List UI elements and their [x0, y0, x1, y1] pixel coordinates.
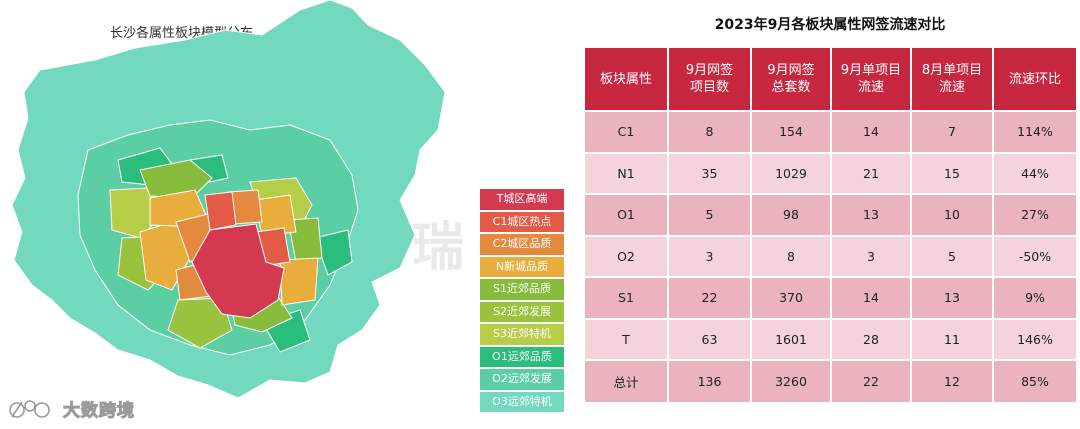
table-cell: 8 — [751, 234, 832, 277]
table-cell: N1 — [585, 151, 669, 194]
legend-item: N新城品质 — [480, 256, 564, 277]
table-cell: 13 — [831, 193, 912, 236]
map-region — [314, 229, 353, 276]
table-cell: O2 — [585, 234, 669, 277]
brand-label: 大数跨境 — [63, 401, 135, 422]
map-region — [191, 223, 285, 319]
table-cell: 370 — [751, 276, 832, 319]
map-region — [279, 257, 319, 306]
brand: 大数跨境 — [8, 396, 135, 422]
legend-item: C2城区品质 — [480, 234, 564, 255]
legend-item: T城区高端 — [480, 189, 564, 210]
legend: T城区高端 C1城区热点 C2城区品质 N新城品质 S1近郊品质 S2近郊发展 S3近郊特机… — [480, 189, 564, 414]
table-cell: 10 — [911, 193, 994, 236]
table-cell: 1029 — [751, 151, 832, 194]
map-regions — [11, 0, 446, 399]
table-row: N1 35 1029 21 15 44% — [585, 151, 1076, 194]
data-table: 板块属性 9月网签 项目数 9月网签 总套数 9月单项目 流速 8月单项目 流速 流速环… — [585, 48, 1076, 402]
legend-item: O2远郊发展 — [480, 369, 564, 390]
table-cell: 12 — [911, 359, 994, 402]
legend-item: S2近郊发展 — [480, 301, 564, 322]
table-cell: 8 — [668, 110, 752, 153]
table-cell: 3260 — [751, 359, 832, 402]
table-cell: 14 — [831, 276, 912, 319]
table-cell: 114% — [993, 110, 1076, 153]
column-header: 板块属性 — [585, 48, 669, 111]
table-cell: 3 — [831, 234, 912, 277]
map-region — [204, 191, 237, 231]
table-row: T 63 1601 28 11 146% — [585, 317, 1076, 360]
table-cell: 27% — [993, 193, 1076, 236]
table-cell: -50% — [993, 234, 1076, 277]
table-row: S1 22 370 14 13 9% — [585, 276, 1076, 319]
column-header: 8月单项目 流速 — [911, 48, 994, 111]
table-cell: 总计 — [585, 359, 669, 402]
column-header: 9月网签 项目数 — [668, 48, 752, 111]
table-row: C1 8 154 14 7 114% — [585, 110, 1076, 153]
table-title: 2023年9月各板块属性网签流速对比 — [714, 17, 946, 33]
map-region — [254, 194, 297, 237]
table-cell: 15 — [911, 151, 994, 194]
column-header: 9月网签 总套数 — [751, 48, 832, 111]
table-cell: 1601 — [751, 317, 832, 360]
brand-logo-icon — [9, 399, 50, 418]
table-cell: 7 — [911, 110, 994, 153]
map-region — [139, 159, 213, 199]
map-region — [287, 217, 323, 263]
table-cell: 22 — [831, 359, 912, 402]
table-cell: 85% — [993, 359, 1076, 402]
table-cell: 3 — [668, 234, 752, 277]
legend-item: C1城区热点 — [480, 211, 564, 232]
table-cell: 22 — [668, 276, 752, 319]
table-header-row: 板块属性 9月网签 项目数 9月网签 总套数 9月单项目 流速 8月单项目 流速 流速环… — [585, 48, 1076, 111]
table-cell: 154 — [751, 110, 832, 153]
table-cell: C1 — [585, 110, 669, 153]
legend-item: O3远郊特机 — [480, 391, 564, 412]
table-cell: 28 — [831, 317, 912, 360]
table-cell: 14 — [831, 110, 912, 153]
map-region — [109, 187, 163, 239]
watermark-char: 瑞 — [412, 218, 465, 278]
legend-item: S3近郊特机 — [480, 324, 564, 345]
table-cell: S1 — [585, 276, 669, 319]
legend-item: O1远郊品质 — [480, 346, 564, 367]
table-cell: 146% — [993, 317, 1076, 360]
table-cell: 63 — [668, 317, 752, 360]
table-cell: 13 — [911, 276, 994, 319]
column-header: 流速环比 — [993, 48, 1076, 111]
table-cell: 5 — [668, 193, 752, 236]
table-cell: 21 — [831, 151, 912, 194]
table-cell: 11 — [911, 317, 994, 360]
column-header: 9月单项目 流速 — [831, 48, 912, 111]
district-map — [11, 0, 446, 399]
table-cell: 35 — [668, 151, 752, 194]
table-cell: 44% — [993, 151, 1076, 194]
table-cell: 9% — [993, 276, 1076, 319]
table-row: 总计 136 3260 22 12 85% — [585, 359, 1076, 402]
table-cell: 136 — [668, 359, 752, 402]
table-cell: T — [585, 317, 669, 360]
table-row: O2 3 8 3 5 -50% — [585, 234, 1076, 277]
table-body: C1 8 154 14 7 114% N1 35 1029 21 15 44% O1 5 98 13 10 27%… — [585, 110, 1076, 402]
table-cell: 98 — [751, 193, 832, 236]
table-cell: 5 — [911, 234, 994, 277]
table-cell: O1 — [585, 193, 669, 236]
legend-item: S1近郊品质 — [480, 279, 564, 300]
table-row: O1 5 98 13 10 27% — [585, 193, 1076, 236]
